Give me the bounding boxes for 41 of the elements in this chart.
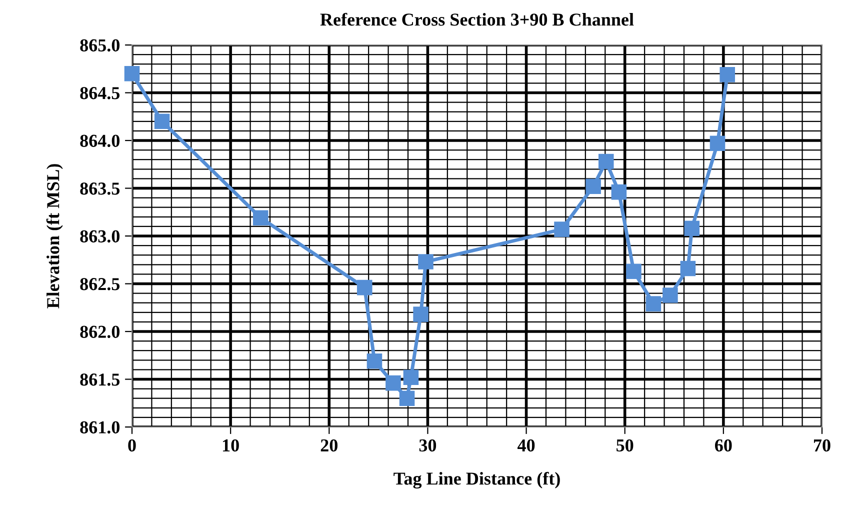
point — [124, 66, 140, 82]
point — [554, 222, 570, 237]
point — [252, 210, 268, 226]
point — [684, 220, 700, 236]
y-tick-label: 864.5 — [80, 87, 120, 100]
point — [413, 306, 428, 322]
x-tick-label: 10 — [222, 439, 239, 452]
y-tick-label: 861.5 — [80, 374, 120, 386]
point — [399, 390, 415, 406]
y-tick-label: 864.0 — [80, 134, 120, 148]
y-tick-label: 861.0 — [80, 421, 120, 434]
y-tick-label: 865.0 — [80, 39, 120, 52]
x-tick-label: 30 — [419, 439, 436, 452]
x-tick-label: 0 — [128, 439, 136, 452]
point — [720, 66, 736, 82]
y-tick-label: 862.5 — [80, 278, 120, 290]
x-tick-label: 20 — [320, 439, 338, 452]
x-axis-title: Tag Line Distance (ft) — [394, 472, 560, 489]
x-tick-label: 60 — [715, 439, 732, 452]
point — [646, 296, 662, 312]
point — [366, 353, 382, 369]
y-tick-label: 863.0 — [80, 230, 120, 243]
x-tick-label: 40 — [518, 439, 535, 452]
y-tick-label: 863.5 — [80, 182, 120, 195]
point — [386, 375, 401, 391]
point — [626, 264, 642, 279]
point — [403, 370, 419, 385]
y-tick-label: 862.0 — [80, 326, 120, 338]
point — [586, 178, 601, 194]
point — [356, 280, 372, 296]
point — [154, 114, 170, 130]
y-axis-title: Elevation (ft MSL) — [46, 164, 63, 308]
point — [598, 154, 614, 170]
point — [611, 184, 627, 200]
point — [418, 254, 434, 270]
point — [662, 288, 678, 303]
chart-title: Reference Cross Section 3+90 B Channel — [320, 12, 634, 26]
x-tick-label: 70 — [814, 439, 830, 452]
point — [710, 136, 726, 152]
x-tick-label: 50 — [616, 439, 634, 452]
point — [680, 260, 696, 276]
